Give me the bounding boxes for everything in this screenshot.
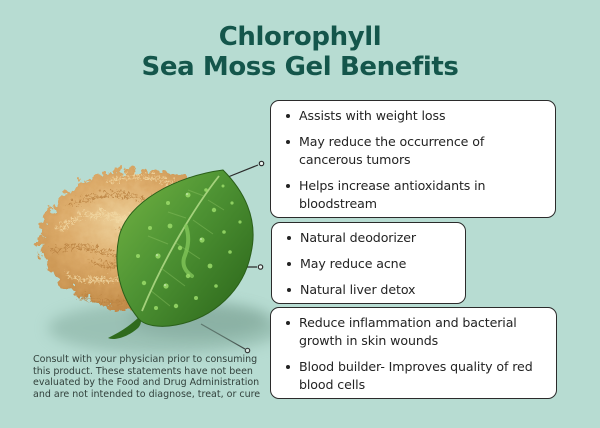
bullet-icon xyxy=(287,288,291,292)
benefit-item: Natural liver detox xyxy=(287,281,453,299)
bullet-icon xyxy=(287,236,291,240)
bullet-icon xyxy=(286,184,290,188)
benefit-text: Assists with weight loss xyxy=(299,108,446,123)
bullet-icon xyxy=(286,321,290,325)
title-line-1: Chlorophyll xyxy=(218,22,382,52)
illustration-shadow xyxy=(48,302,280,354)
water-droplets-icon xyxy=(136,184,242,310)
benefit-item: May reduce the occurrence of cancerous t… xyxy=(286,133,543,169)
benefit-item: Reduce inflammation and bacterial growth… xyxy=(286,314,544,350)
benefits-list-3: Reduce inflammation and bacterial growth… xyxy=(286,314,544,394)
benefit-text: Blood builder- Improves quality of red b… xyxy=(299,359,533,392)
benefit-item: May reduce acne xyxy=(287,255,453,273)
sea-moss-and-leaf-illustration xyxy=(40,169,280,354)
bullet-icon xyxy=(286,140,290,144)
benefit-text: Helps increase antioxidants in bloodstre… xyxy=(299,178,486,211)
bullet-icon xyxy=(286,365,290,369)
benefit-text: Natural liver detox xyxy=(300,282,416,297)
benefits-box-2: Natural deodorizer May reduce acne Natur… xyxy=(271,222,466,304)
benefit-text: May reduce the occurrence of cancerous t… xyxy=(299,134,485,167)
benefits-list-1: Assists with weight loss May reduce the … xyxy=(286,107,543,213)
bullet-icon xyxy=(286,114,290,118)
benefit-text: May reduce acne xyxy=(300,256,407,271)
benefit-item: Assists with weight loss xyxy=(286,107,543,125)
benefit-item: Blood builder- Improves quality of red b… xyxy=(286,358,544,394)
benefit-item: Natural deodorizer xyxy=(287,229,453,247)
benefit-text: Reduce inflammation and bacterial growth… xyxy=(299,315,517,348)
benefits-list-2: Natural deodorizer May reduce acne Natur… xyxy=(287,229,453,299)
benefit-text: Natural deodorizer xyxy=(300,230,417,245)
benefit-item: Helps increase antioxidants in bloodstre… xyxy=(286,177,543,213)
benefits-box-1: Assists with weight loss May reduce the … xyxy=(270,100,556,218)
title-line-2: Sea Moss Gel Benefits xyxy=(141,52,459,82)
bullet-icon xyxy=(287,262,291,266)
benefits-box-3: Reduce inflammation and bacterial growth… xyxy=(270,307,557,399)
leaf-icon xyxy=(108,169,254,339)
page-title: Chlorophyll Sea Moss Gel Benefits xyxy=(0,22,600,82)
disclaimer-text: Consult with your physician prior to con… xyxy=(33,354,261,400)
